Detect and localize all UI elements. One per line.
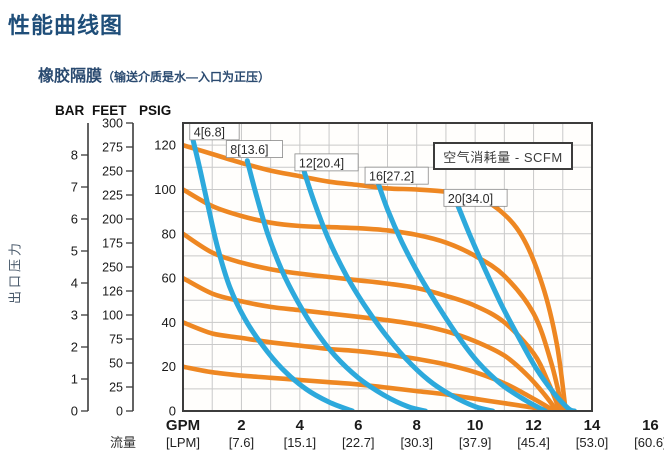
feet-tick-label: 75 [109,333,123,347]
psig-scale-header: PSIG [139,103,172,118]
air-consumption-curve [190,138,355,411]
subtitle-condition-note: （输送介质是水—入口为正压） [102,70,271,84]
bar-tick-label: 0 [71,404,78,419]
psig-tick-label: 60 [162,271,176,286]
pressure-curve-40psig [183,320,557,411]
pressure-curve-60psig [183,275,560,411]
plot-border [182,122,593,412]
psig-tick-label: 120 [154,138,176,153]
x-tick-lpm-label: [15.1] [284,435,317,450]
x-tick-lpm-label: [22.7] [342,435,375,450]
psig-tick-label: 0 [169,404,176,419]
psig-tick-label: 40 [162,315,176,330]
x-tick-gpm-label: GPM [166,417,200,434]
x-tick-gpm-label: 6 [354,417,362,434]
x-tick-lpm-label: [45.4] [517,435,550,450]
feet-tick-label: 25 [109,381,123,395]
curve-label: 16[27.2] [369,170,414,184]
feet-tick-label: 175 [102,237,123,251]
curve-label: 20[34.0] [448,192,493,206]
pressure-curve-100psig [183,187,566,411]
curve-label-box [225,140,283,158]
x-tick-lpm-label: [7.6] [229,435,254,450]
feet-scale-header: FEET [92,103,127,118]
x-tick-lpm-label: [37.9] [459,435,492,450]
psig-tick-label: 100 [154,182,176,197]
feet-tick-label: 275 [102,141,123,155]
curve-label-box [294,153,359,172]
subtitle-diaphragm-type: 橡胶隔膜 [38,68,103,85]
feet-tick-label: 126 [102,285,123,299]
curve-label: 8[13.6] [230,143,268,157]
feet-tick-label: 50 [109,357,123,371]
air-consumption-curve [244,158,428,411]
x-axis-label: 流量 [109,435,136,450]
bar-tick-label: 6 [71,212,78,227]
feet-tick-label: 200 [102,213,123,227]
bar-scale-header: BAR [55,103,85,118]
feet-tick-label: 250 [102,165,123,179]
psig-tick-label: 80 [162,226,176,241]
bar-tick-label: 4 [71,276,78,291]
feet-tick-label: 300 [102,117,123,131]
feet-tick-label: 100 [102,309,123,323]
curve-label: 4[6.8] [194,125,225,139]
air-consumption-curve [374,178,548,411]
x-tick-gpm-label: 4 [296,417,305,434]
bar-tick-label: 5 [71,244,78,259]
curve-label-box [443,188,508,207]
feet-tick-label: 250 [102,261,123,275]
air-consumption-curve [301,169,496,411]
x-tick-gpm-label: 16 [642,417,659,434]
legend-air-consumption: 空气消耗量 - SCFM [433,142,573,170]
legend-label: 空气消耗量 - SCFM [443,149,563,165]
x-tick-lpm-label: [LPM] [166,435,200,450]
x-tick-lpm-label: [53.0] [576,435,609,450]
x-tick-gpm-label: 10 [467,417,484,434]
curve-label: 12[20.4] [299,156,344,170]
x-tick-gpm-label: 12 [525,417,542,434]
x-tick-lpm-label: [30.3] [400,435,433,450]
x-tick-gpm-label: 2 [237,417,245,434]
chart-subtitle: 橡胶隔膜（输送介质是水—入口为正压） [38,62,270,86]
bar-tick-label: 1 [71,372,78,387]
pressure-curve-120psig [183,142,568,411]
x-tick-gpm-label: 14 [584,417,601,434]
page-title: 性能曲线图 [8,13,124,38]
pressure-curve-80psig [183,231,563,411]
bar-tick-label: 3 [71,308,78,323]
bar-tick-label: 8 [71,148,78,163]
x-tick-gpm-label: 8 [413,417,421,434]
feet-tick-label: 0 [116,405,123,419]
x-tick-lpm-label: [60.6] [634,435,664,450]
air-consumption-curve [455,202,577,411]
bar-tick-label: 2 [71,340,78,355]
bar-tick-label: 7 [71,180,78,195]
feet-tick-label: 225 [102,189,123,203]
psig-tick-label: 20 [162,359,176,374]
curve-label-box [364,166,429,185]
